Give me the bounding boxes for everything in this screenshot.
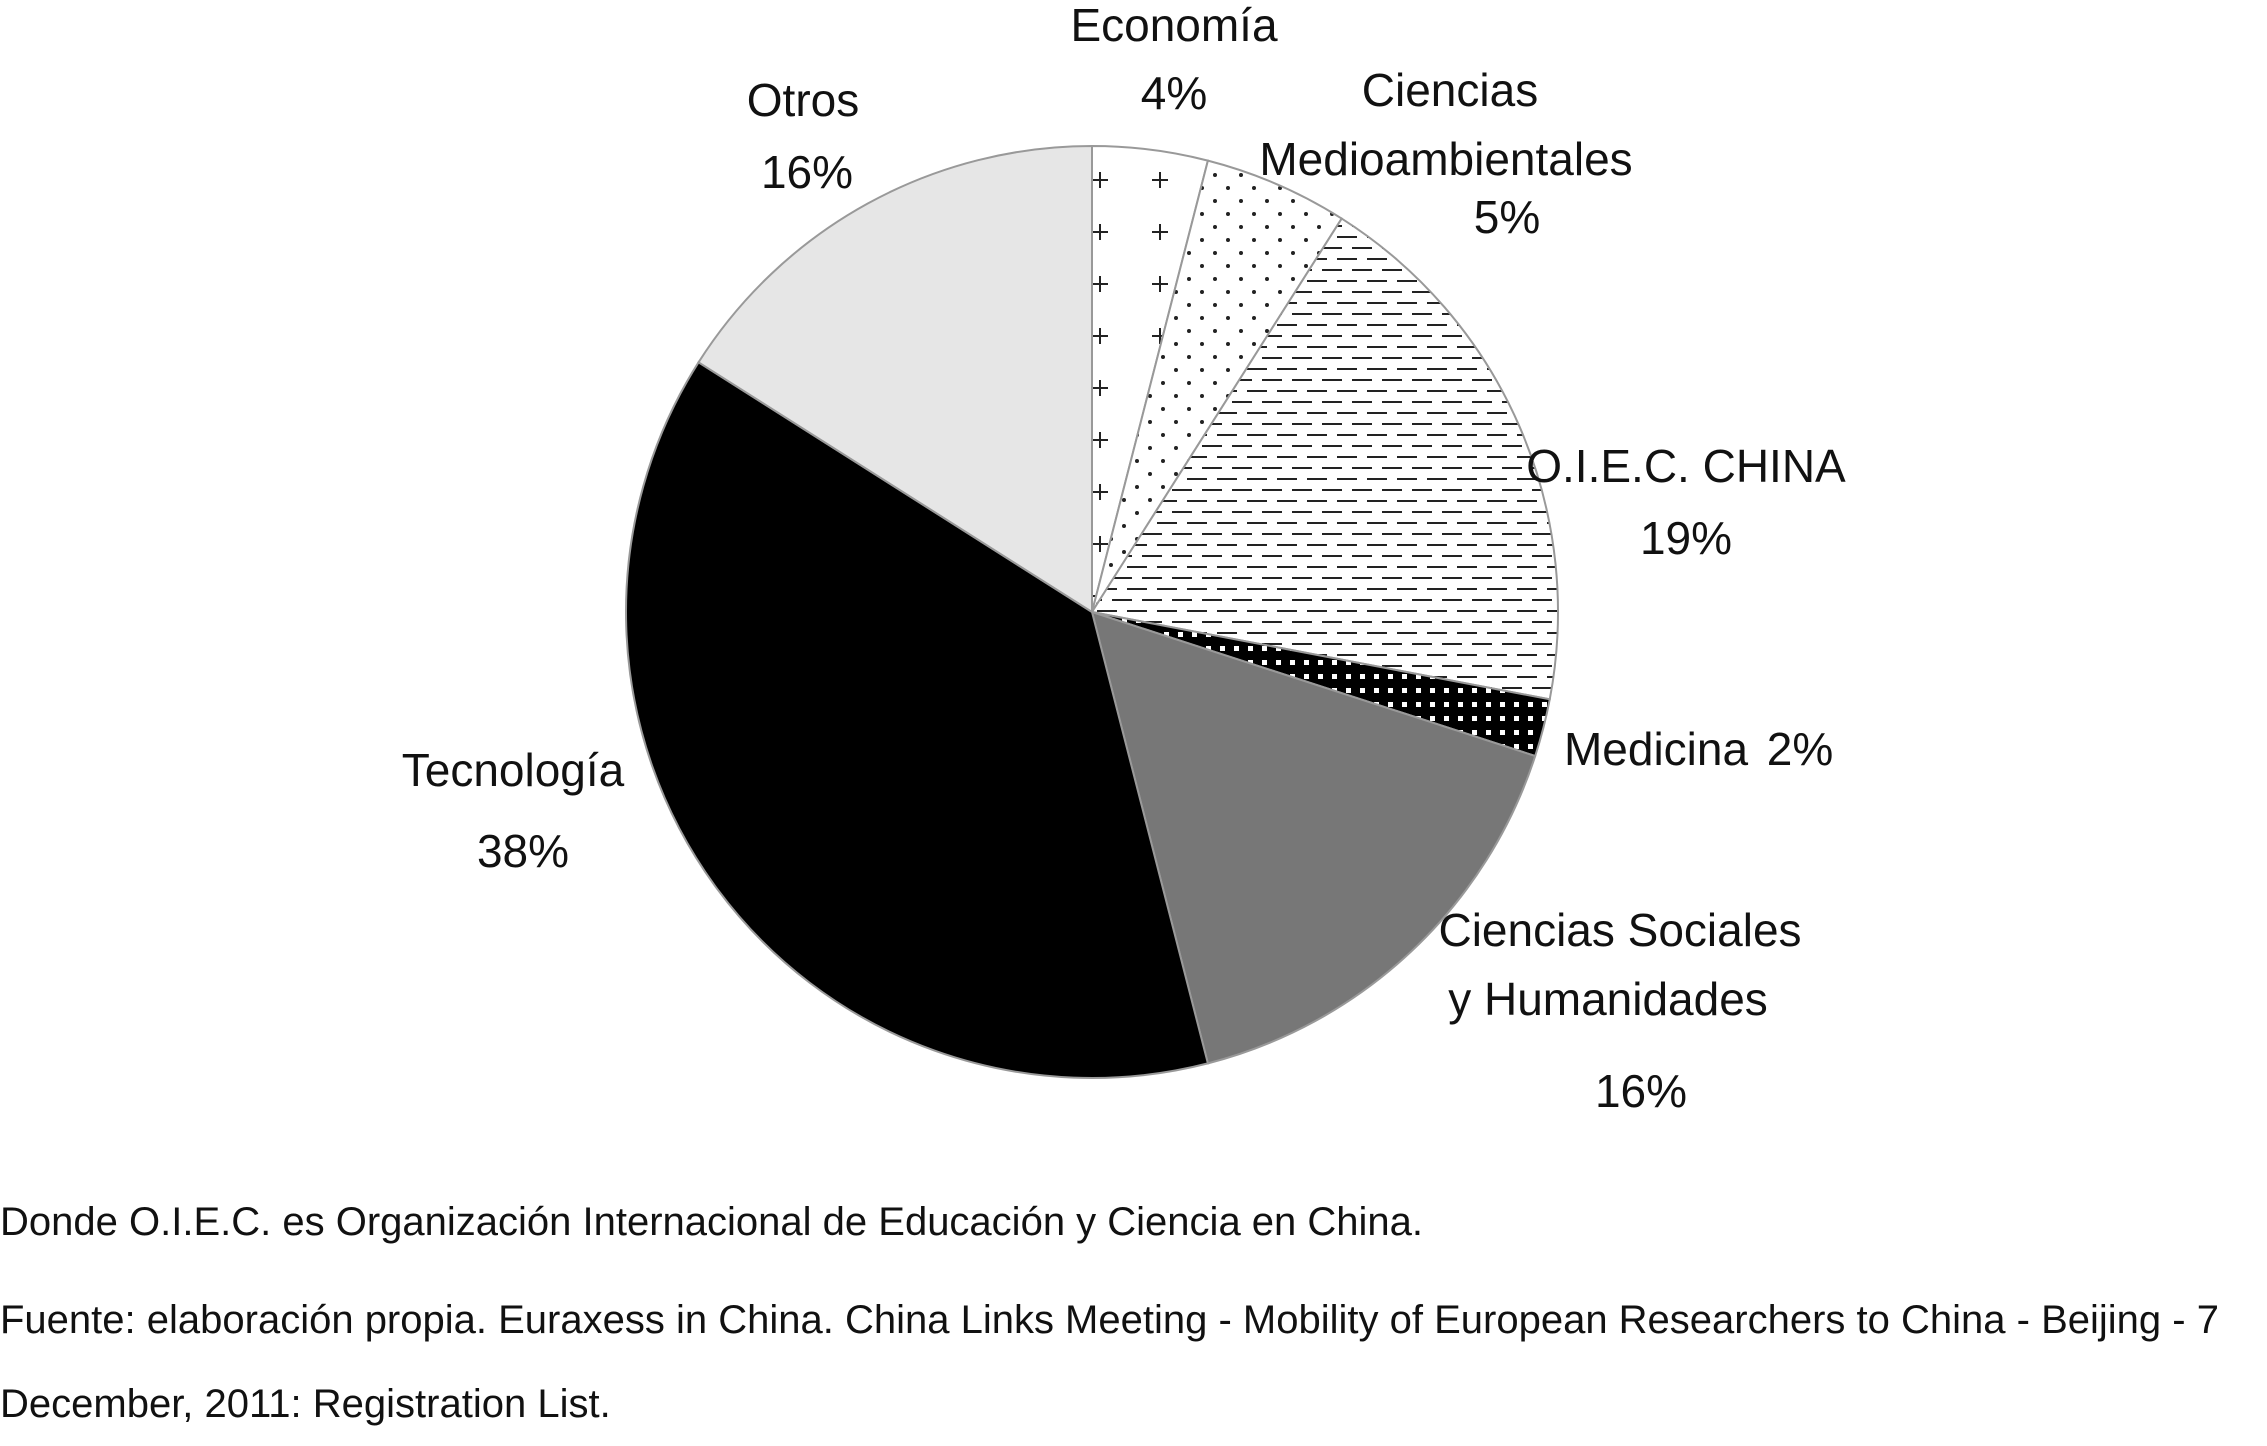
label-line: Medioambientales [1259, 133, 1632, 185]
pie-slice [1090, 217, 1560, 701]
label-line: Ciencias [1362, 64, 1538, 116]
slice-label: Economía [1070, 0, 1278, 51]
slice-value-label: 19% [1640, 512, 1732, 564]
label-line: Ciencias Sociales [1438, 904, 1801, 956]
note: Donde O.I.E.C. es Organización Internaci… [0, 1200, 1424, 1244]
label-line: y Humanidades [1448, 973, 1768, 1025]
source: Fuente: elaboración propia. Euraxess in … [0, 1298, 2219, 1426]
slice-label: Medicina [1564, 723, 1749, 775]
slice-value-label: 16% [1595, 1065, 1687, 1117]
label-line: Economía [1070, 0, 1278, 51]
pie-slice [625, 360, 1210, 1079]
slice-label: Tecnología [402, 744, 625, 796]
slice-value-label: 38% [477, 825, 569, 877]
pie-slice [1090, 610, 1537, 1065]
slice-label: Otros [747, 74, 859, 126]
pie-slice [697, 144, 1093, 614]
slice-label: O.I.E.C. CHINA [1526, 440, 1846, 492]
slice-label: Ciencias Medioambientales [1259, 64, 1632, 185]
slice-value-label: 2% [1767, 723, 1833, 775]
label-line: O.I.E.C. CHINA [1526, 440, 1846, 492]
pie-slice [1091, 159, 1344, 613]
slice-value-label: 16% [761, 146, 853, 198]
chart: Economía 4% Ciencias Medioambientales 5% O.I.… [402, 0, 1846, 1117]
label-line: Otros [747, 74, 859, 126]
slice-value-label: 5% [1474, 191, 1540, 243]
label-line: Tecnología [402, 744, 625, 796]
slice-label: Ciencias Sociales y Humanidades [1438, 904, 1801, 1025]
label-line: Medicina [1564, 723, 1749, 775]
slice-value-label: 4% [1141, 67, 1207, 119]
